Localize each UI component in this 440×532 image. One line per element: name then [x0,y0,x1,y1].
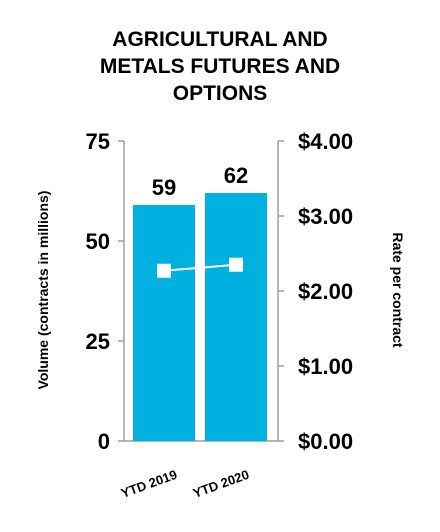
right-tick-label-4: $4.00 [298,129,353,154]
right-tick-label-3: $3.00 [298,204,353,229]
bar-0 [133,205,195,441]
category-label-0: YTD 2019 [119,467,179,501]
rate-point-0 [157,264,171,278]
rate-point-1 [229,258,243,272]
right-axis-title: Rate per contract [390,232,406,347]
left-tick-label-2: 50 [86,229,110,254]
left-tick-label-0: 0 [98,429,110,454]
bar-label-1: 62 [224,163,248,188]
left-axis-title: Volume (contracts in millions) [35,191,51,390]
bar-1 [205,193,267,441]
category-label-1: YTD 2020 [191,467,251,501]
right-tick-label-1: $1.00 [298,354,353,379]
left-tick-label-3: 75 [86,129,110,154]
left-tick-label-1: 25 [86,329,110,354]
bars [133,193,267,441]
right-tick-label-0: $0.00 [298,429,353,454]
bar-label-0: 59 [152,175,176,200]
right-tick-label-2: $2.00 [298,279,353,304]
